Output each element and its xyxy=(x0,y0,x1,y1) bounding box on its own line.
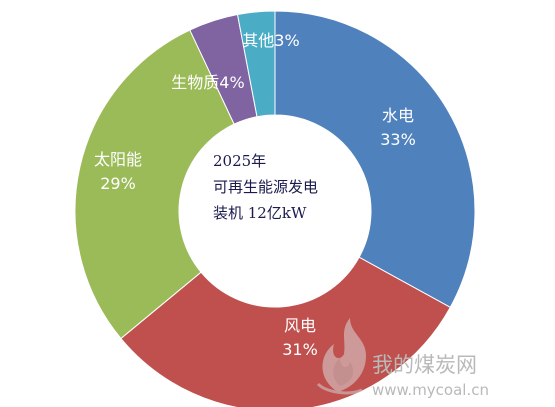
slice-name-2: 风电 xyxy=(284,316,316,335)
center-line-3: 装机 12亿kW xyxy=(213,204,307,222)
slice-label-4: 生物质4% xyxy=(171,73,244,92)
watermark: 我的煤炭网 www.mycoal.cn xyxy=(316,318,489,399)
slice-value-3: 29% xyxy=(100,174,136,193)
slice-value-2: 31% xyxy=(282,340,318,359)
slice-name-3: 太阳能 xyxy=(94,150,142,169)
slice-2 xyxy=(120,256,451,407)
center-caption: 2025年 可再生能源发电 装机 12亿kW xyxy=(213,152,318,222)
watermark-name: 我的煤炭网 xyxy=(372,353,477,377)
slice-name-1: 水电 xyxy=(382,106,414,125)
flame-logo-icon xyxy=(316,318,366,395)
slice-1 xyxy=(274,10,476,309)
center-line-1: 2025年 xyxy=(213,152,266,170)
center-line-2: 可再生能源发电 xyxy=(213,178,318,196)
slice-3 xyxy=(74,29,235,340)
slice-label-5: 其他3% xyxy=(242,31,299,50)
slice-value-1: 33% xyxy=(380,130,416,149)
slice-labels: 水电 33% 风电 31% 太阳能 29% 生物质4% 其他3% xyxy=(94,31,416,359)
slice-5 xyxy=(236,10,276,118)
donut-slices xyxy=(74,10,476,407)
watermark-url: www.mycoal.cn xyxy=(372,381,489,399)
